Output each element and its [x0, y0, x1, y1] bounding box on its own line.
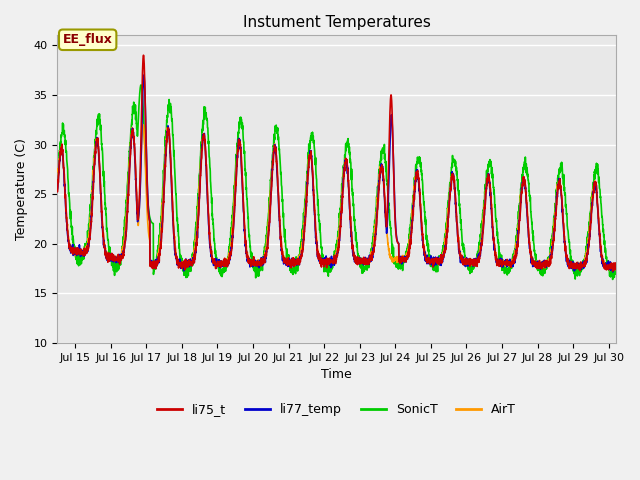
SonicT: [541, 266, 548, 272]
AirT: [117, 252, 125, 258]
li77_temp: [541, 264, 548, 269]
li75_t: [117, 257, 125, 263]
li77_temp: [612, 264, 620, 269]
li75_t: [292, 261, 300, 266]
Title: Instument Temperatures: Instument Temperatures: [243, 15, 431, 30]
AirT: [268, 168, 276, 174]
AirT: [150, 260, 158, 266]
SonicT: [117, 254, 125, 260]
li75_t: [541, 265, 548, 271]
AirT: [54, 179, 61, 184]
li77_temp: [54, 186, 61, 192]
Legend: li75_t, li77_temp, SonicT, AirT: li75_t, li77_temp, SonicT, AirT: [152, 398, 521, 421]
AirT: [140, 122, 147, 128]
Line: AirT: AirT: [58, 125, 616, 271]
SonicT: [137, 82, 145, 88]
AirT: [541, 262, 548, 267]
Line: SonicT: SonicT: [58, 85, 616, 279]
li75_t: [54, 189, 61, 194]
AirT: [612, 264, 620, 269]
AirT: [292, 263, 300, 268]
Line: li75_t: li75_t: [58, 55, 616, 271]
li75_t: [612, 264, 620, 270]
li75_t: [140, 52, 147, 58]
SonicT: [54, 168, 61, 174]
SonicT: [150, 265, 158, 271]
SonicT: [612, 266, 620, 272]
Line: li77_temp: li77_temp: [58, 75, 616, 272]
SonicT: [601, 247, 609, 253]
AirT: [601, 263, 609, 268]
SonicT: [609, 276, 616, 282]
li77_temp: [268, 174, 276, 180]
li75_t: [601, 266, 609, 272]
li77_temp: [609, 269, 617, 275]
li75_t: [150, 264, 158, 269]
li75_t: [609, 268, 616, 274]
SonicT: [292, 264, 300, 269]
li77_temp: [117, 255, 125, 261]
li77_temp: [150, 260, 158, 266]
SonicT: [268, 166, 276, 172]
li75_t: [268, 184, 276, 190]
li77_temp: [601, 263, 609, 269]
AirT: [606, 268, 614, 274]
Text: EE_flux: EE_flux: [63, 33, 113, 46]
li77_temp: [292, 256, 300, 262]
Y-axis label: Temperature (C): Temperature (C): [15, 138, 28, 240]
li77_temp: [140, 72, 148, 78]
X-axis label: Time: Time: [321, 368, 352, 381]
